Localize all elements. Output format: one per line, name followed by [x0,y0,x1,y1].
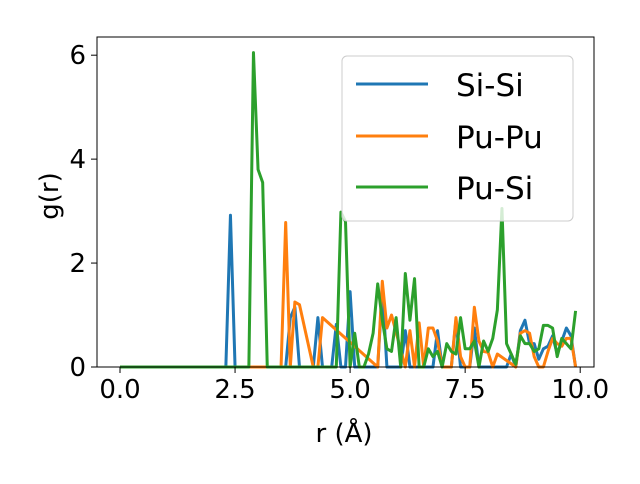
y-tick-label: 6 [69,41,86,71]
legend: Si-Si Pu-Pu Pu-Si [341,55,574,222]
x-tick-label: 5.0 [329,375,370,405]
y-tick-label: 2 [69,249,86,279]
x-tick-label: 7.5 [444,375,485,405]
y-tick-label: 0 [69,353,86,383]
y-tick-label: 4 [69,145,86,175]
x-tick-label: 0.0 [99,375,140,405]
series-line-pu-si [120,51,578,369]
legend-label-pu-pu: Pu-Pu [456,120,543,156]
legend-label-si-si: Si-Si [456,68,524,104]
x-axis-label: r (Å) [315,417,372,449]
legend-box [341,55,574,222]
legend-label-pu-si: Pu-Si [456,171,533,207]
y-axis-label: g(r) [35,172,65,219]
x-tick-label: 2.5 [214,375,255,405]
axis-ticks: 0.0 2.5 5.0 7.5 10.0 0 2 4 6 [69,41,609,405]
x-tick-label: 10.0 [551,375,609,405]
plot-area-frame [96,36,595,368]
